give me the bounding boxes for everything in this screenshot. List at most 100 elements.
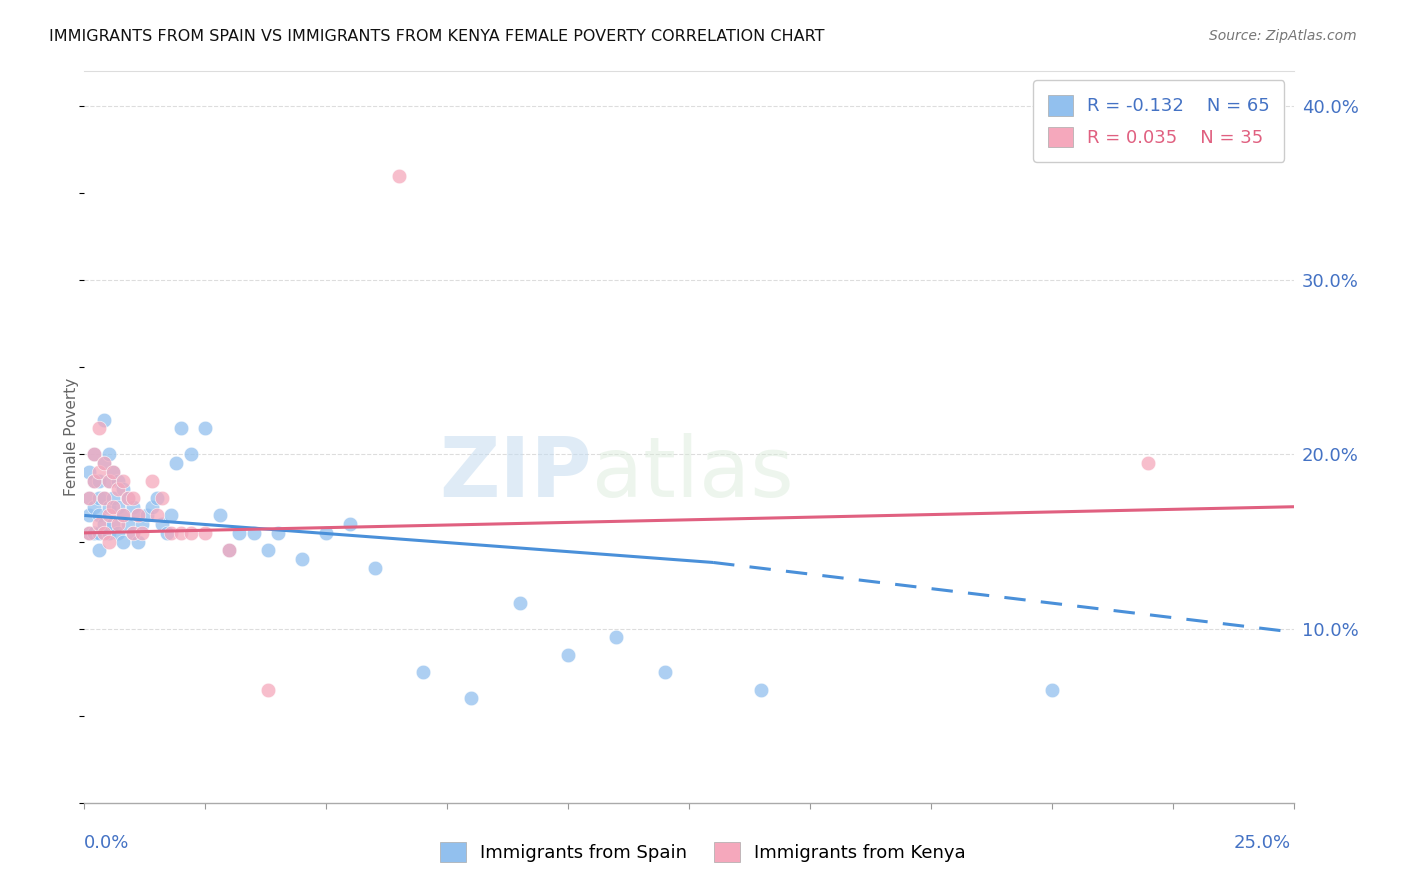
Point <box>460 691 482 706</box>
Point <box>751 682 773 697</box>
Point <box>103 491 125 505</box>
Point <box>160 508 183 523</box>
Point <box>112 534 135 549</box>
Point <box>257 543 280 558</box>
Point <box>83 525 105 540</box>
Point <box>103 500 125 514</box>
Point <box>117 517 139 532</box>
Text: 0.0%: 0.0% <box>84 834 129 852</box>
Point <box>228 525 250 540</box>
Point <box>117 491 139 505</box>
Point <box>112 474 135 488</box>
Point <box>127 508 149 523</box>
Point <box>107 525 129 540</box>
Point <box>121 525 143 540</box>
Point <box>93 491 115 505</box>
Point <box>83 500 105 514</box>
Point <box>103 517 125 532</box>
Point <box>97 474 120 488</box>
Point <box>121 500 143 514</box>
Point <box>87 421 110 435</box>
Point <box>121 491 143 505</box>
Point <box>107 517 129 532</box>
Point <box>412 665 434 680</box>
Point <box>77 525 100 540</box>
Point <box>605 631 627 645</box>
Point <box>77 491 100 505</box>
Point <box>112 508 135 523</box>
Point <box>103 465 125 479</box>
Point <box>388 169 411 183</box>
Point <box>117 491 139 505</box>
Point <box>218 543 240 558</box>
Point <box>103 465 125 479</box>
Y-axis label: Female Poverty: Female Poverty <box>63 378 79 496</box>
Point <box>146 491 169 505</box>
Point <box>83 448 105 462</box>
Point <box>97 525 120 540</box>
Point <box>87 474 110 488</box>
Point <box>93 412 115 426</box>
Point <box>165 456 187 470</box>
Point <box>557 648 579 662</box>
Point <box>150 517 173 532</box>
Point <box>107 474 129 488</box>
Point <box>654 665 676 680</box>
Point <box>87 465 110 479</box>
Point <box>107 500 129 514</box>
Point <box>315 525 337 540</box>
Point <box>146 508 169 523</box>
Point <box>131 517 153 532</box>
Point <box>180 525 202 540</box>
Point <box>87 491 110 505</box>
Point <box>97 508 120 523</box>
Point <box>87 525 110 540</box>
Point <box>267 525 290 540</box>
Point <box>87 517 110 532</box>
Point <box>291 552 314 566</box>
Point <box>127 508 149 523</box>
Point <box>112 508 135 523</box>
Point <box>112 483 135 497</box>
Point <box>97 534 120 549</box>
Point <box>77 525 100 540</box>
Point <box>170 421 193 435</box>
Text: ZIP: ZIP <box>440 434 592 514</box>
Point <box>131 525 153 540</box>
Point <box>93 456 115 470</box>
Point <box>121 525 143 540</box>
Point <box>136 508 159 523</box>
Point <box>83 448 105 462</box>
Point <box>1040 682 1063 697</box>
Point <box>1137 456 1160 470</box>
Point <box>87 508 110 523</box>
Point <box>97 474 120 488</box>
Text: 25.0%: 25.0% <box>1233 834 1291 852</box>
Point <box>194 525 217 540</box>
Point <box>141 474 163 488</box>
Point <box>180 448 202 462</box>
Legend: Immigrants from Spain, Immigrants from Kenya: Immigrants from Spain, Immigrants from K… <box>433 834 973 870</box>
Point <box>93 517 115 532</box>
Point <box>339 517 361 532</box>
Point <box>97 500 120 514</box>
Point <box>93 525 115 540</box>
Point <box>155 525 177 540</box>
Point <box>509 595 531 609</box>
Point <box>97 448 120 462</box>
Point <box>160 525 183 540</box>
Point <box>127 534 149 549</box>
Point <box>93 456 115 470</box>
Point <box>83 474 105 488</box>
Point <box>363 560 385 574</box>
Point <box>170 525 193 540</box>
Point <box>83 474 105 488</box>
Point <box>93 491 115 505</box>
Legend: R = -0.132    N = 65, R = 0.035    N = 35: R = -0.132 N = 65, R = 0.035 N = 35 <box>1033 80 1285 161</box>
Point <box>77 491 100 505</box>
Point <box>218 543 240 558</box>
Point <box>150 491 173 505</box>
Text: Source: ZipAtlas.com: Source: ZipAtlas.com <box>1209 29 1357 43</box>
Text: atlas: atlas <box>592 434 794 514</box>
Point <box>107 483 129 497</box>
